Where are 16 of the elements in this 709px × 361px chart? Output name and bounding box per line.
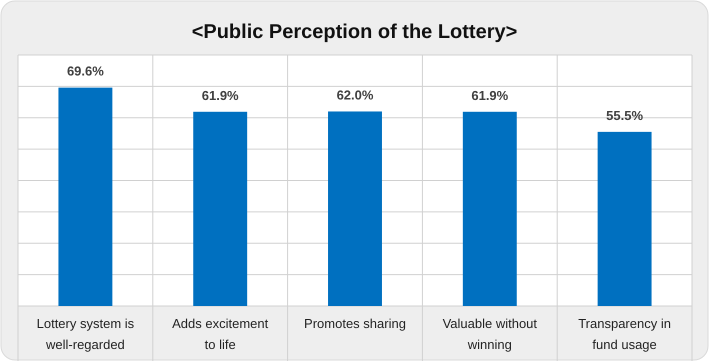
x-tick-label: Transparency in fund usage [578,316,671,352]
x-tick-label: Valuable without winning [442,316,538,352]
data-label: 55.5% [606,108,644,123]
x-tick-label: Lottery system is well-regarded [36,316,135,352]
bar [193,112,248,306]
bar [598,132,652,306]
chart-title: <Public Perception of the Lottery> [192,21,518,43]
x-tick-label: Promotes sharing [304,316,406,331]
data-label: 61.9% [202,88,240,103]
bar [58,88,112,306]
data-label: 62.0% [336,87,374,102]
x-tick-label: Adds excitement to life [172,316,269,352]
bar [328,111,382,306]
data-label: 61.9% [471,88,509,103]
data-label: 69.6% [66,64,104,79]
bar [462,112,517,306]
